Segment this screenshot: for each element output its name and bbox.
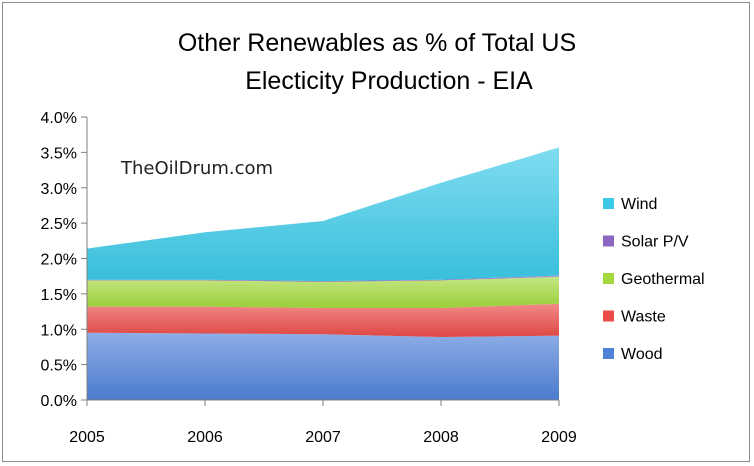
legend-label-wind: Wind [621, 196, 657, 213]
plot-area [87, 147, 559, 400]
legend-label-waste: Waste [621, 309, 666, 326]
x-tick-label: 2007 [305, 429, 341, 446]
area-wood [87, 332, 559, 400]
area-wind [87, 147, 559, 282]
y-tick-label: 4.0% [41, 110, 77, 127]
x-tick-label: 2006 [187, 429, 223, 446]
x-tick-label: 2008 [423, 429, 459, 446]
y-tick-label: 2.5% [41, 216, 77, 233]
area-waste [87, 303, 559, 337]
legend-swatch-solar-p-v [603, 235, 614, 247]
y-tick-label: 1.5% [41, 287, 77, 304]
y-tick-label: 3.0% [41, 181, 77, 198]
x-tick-label: 2009 [541, 429, 577, 446]
legend-swatch-geothermal [603, 273, 614, 284]
y-tick-label: 1.0% [41, 322, 77, 339]
stacked-area-chart: Other Renewables as % of Total US Electi… [41, 29, 705, 446]
y-tick-label: 0.5% [41, 358, 77, 375]
y-tick-label: 2.0% [41, 252, 77, 269]
area-geothermal [87, 276, 559, 308]
y-tick-label: 0.0% [41, 393, 77, 410]
legend-swatch-waste [603, 310, 614, 322]
legend-swatch-wood [603, 348, 614, 359]
y-tick-label: 3.5% [41, 145, 77, 162]
watermark-text: TheOilDrum.com [120, 158, 273, 179]
chart-frame: Other Renewables as % of Total US Electi… [2, 2, 750, 462]
area-solar-p-v [87, 275, 559, 282]
chart-title-line-1: Other Renewables as % of Total US [178, 29, 576, 57]
legend-label-wood: Wood [621, 346, 663, 363]
legend-label-solar-p-v: Solar P/V [621, 234, 689, 251]
x-tick-label: 2005 [69, 429, 105, 446]
legend-label-geothermal: Geothermal [621, 271, 705, 288]
legend-swatch-wind [603, 198, 614, 209]
chart-title-line-2: Electicity Production - EIA [245, 67, 533, 95]
axes: 0.0% 0.5% 1.0% 1.5% 2.0% 2.5% 3.0% 3.5% 4.0% 2005… [41, 110, 577, 446]
legend: Wind Solar P/V Geothermal Waste Wood [603, 196, 705, 363]
